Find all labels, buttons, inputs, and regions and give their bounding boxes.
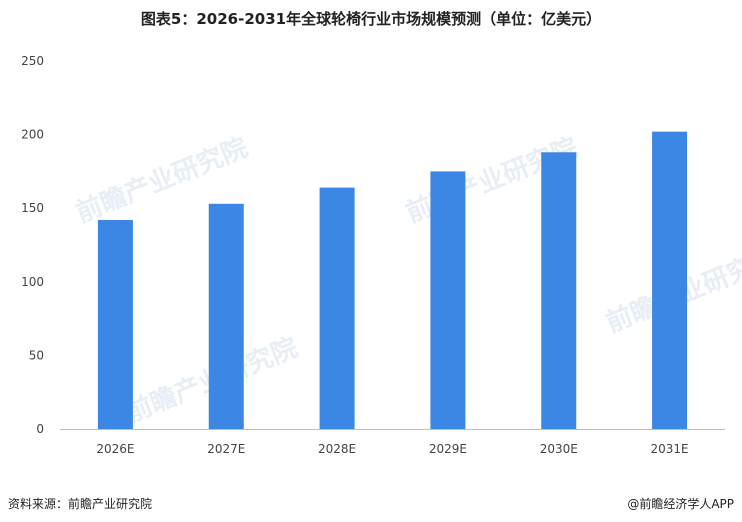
- x-tick-label: 2030E: [540, 442, 578, 456]
- x-tick-label: 2027E: [207, 442, 245, 456]
- source-note: 资料来源：前瞻产业研究院: [8, 497, 153, 511]
- x-tick-label: 2026E: [96, 442, 134, 456]
- x-tick-label: 2028E: [318, 442, 356, 456]
- bar-2026E: [97, 219, 133, 429]
- bar-2028E: [319, 187, 355, 429]
- bar-2029E: [430, 171, 466, 429]
- bar-2031E: [652, 131, 688, 429]
- y-tick-label: 200: [21, 128, 44, 142]
- y-tick-label: 150: [21, 201, 44, 215]
- y-tick-label: 0: [36, 422, 44, 436]
- x-tick-label: 2029E: [429, 442, 467, 456]
- y-axis: 0 50 100 150 200 250: [21, 54, 44, 436]
- chart-title: 图表5：2026-2031年全球轮椅行业市场规模预测（单位：亿美元）: [140, 10, 602, 28]
- brand-label: @前瞻经济学人APP: [627, 497, 734, 511]
- bars-group: [97, 131, 688, 429]
- bar-2027E: [208, 203, 244, 429]
- x-axis: 2026E 2027E 2028E 2029E 2030E 2031E: [96, 442, 688, 456]
- y-tick-label: 100: [21, 275, 44, 289]
- bar-2030E: [541, 152, 577, 429]
- y-tick-label: 250: [21, 54, 44, 68]
- x-tick-label: 2031E: [651, 442, 689, 456]
- y-tick-label: 50: [29, 348, 44, 362]
